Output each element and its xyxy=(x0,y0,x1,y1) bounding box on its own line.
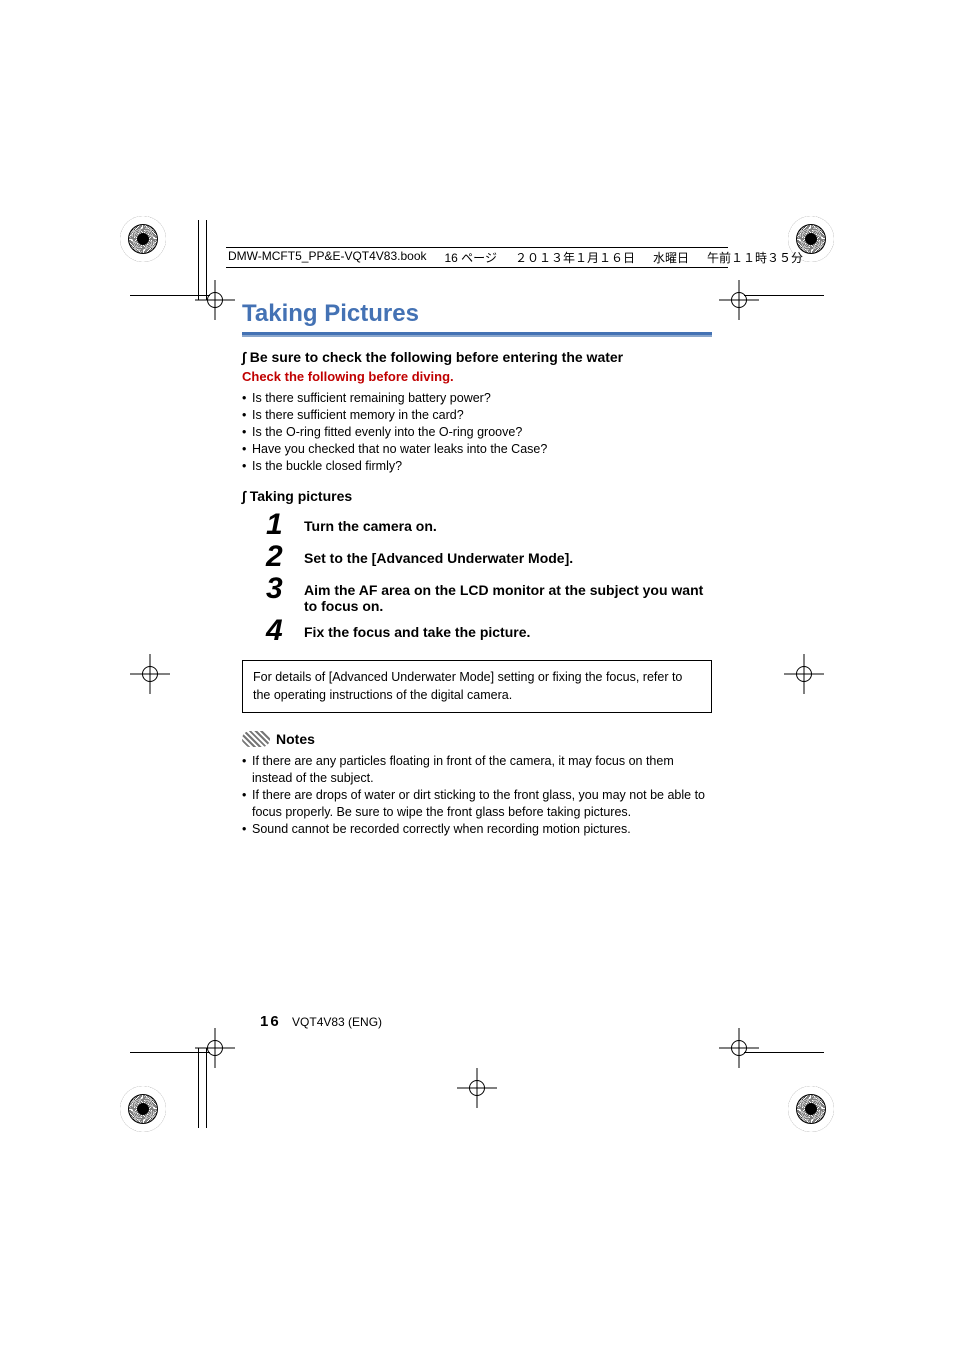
step-number: 1 xyxy=(266,510,288,540)
step-number: 3 xyxy=(266,574,288,604)
running-head-time: 午前１１時３５分 xyxy=(707,249,803,266)
step-item: 4 Fix the focus and take the picture. xyxy=(266,616,712,646)
running-head-weekday: 水曜日 xyxy=(653,249,689,266)
step-item: 3 Aim the AF area on the LCD monitor at … xyxy=(266,574,712,614)
crop-line xyxy=(206,220,207,300)
running-head-page: 16 ページ xyxy=(445,249,497,266)
step-text: Aim the AF area on the LCD monitor at th… xyxy=(304,574,712,614)
page-content: Taking Pictures ∫ Be sure to check the f… xyxy=(242,300,712,852)
reg-cross xyxy=(195,280,235,320)
reg-rosette-bl xyxy=(120,1086,166,1132)
step-text: Set to the [Advanced Underwater Mode]. xyxy=(304,542,712,566)
reg-cross-mid-bottom xyxy=(457,1068,497,1108)
checklist-item: Is the O-ring fitted evenly into the O-r… xyxy=(242,424,712,441)
crop-line xyxy=(198,220,199,300)
checklist: Is there sufficient remaining battery po… xyxy=(242,390,712,474)
reg-rosette-tl xyxy=(120,216,166,262)
doc-code: VQT4V83 (ENG) xyxy=(292,1015,382,1029)
reg-cross-mid-right xyxy=(784,654,824,694)
steps-list: 1 Turn the camera on. 2 Set to the [Adva… xyxy=(242,510,712,646)
step-number: 2 xyxy=(266,542,288,572)
crop-line xyxy=(198,1048,199,1128)
checklist-item: Have you checked that no water leaks int… xyxy=(242,441,712,458)
notes-list: If there are any particles floating in f… xyxy=(242,753,712,837)
section-heading-2: ∫ Taking pictures xyxy=(242,488,712,504)
checklist-item: Is there sufficient memory in the card? xyxy=(242,407,712,424)
note-item: If there are any particles floating in f… xyxy=(242,753,712,787)
checklist-item: Is the buckle closed firmly? xyxy=(242,458,712,475)
step-item: 2 Set to the [Advanced Underwater Mode]. xyxy=(266,542,712,572)
notes-heading: Notes xyxy=(242,731,712,747)
notes-icon xyxy=(242,731,270,747)
crop-line xyxy=(206,1048,207,1128)
step-text: Turn the camera on. xyxy=(304,510,712,534)
checklist-item: Is there sufficient remaining battery po… xyxy=(242,390,712,407)
reg-cross-mid-left xyxy=(130,654,170,694)
page-number: 16 xyxy=(260,1013,281,1030)
square-bullet-icon: ∫ xyxy=(242,349,250,365)
page-footer: 16 VQT4V83 (ENG) xyxy=(260,1013,382,1030)
reg-cross xyxy=(719,280,759,320)
crop-line xyxy=(130,1052,210,1053)
page-title: Taking Pictures xyxy=(242,300,712,335)
note-item: If there are drops of water or dirt stic… xyxy=(242,787,712,821)
notes-label: Notes xyxy=(276,731,315,747)
note-item: Sound cannot be recorded correctly when … xyxy=(242,821,712,838)
step-number: 4 xyxy=(266,616,288,646)
step-item: 1 Turn the camera on. xyxy=(266,510,712,540)
boxed-note: For details of [Advanced Underwater Mode… xyxy=(242,660,712,713)
square-bullet-icon: ∫ xyxy=(242,488,250,504)
reg-rosette-br xyxy=(788,1086,834,1132)
running-head: DMW-MCFT5_PP&E-VQT4V83.book 16 ページ ２０１３年… xyxy=(226,247,728,268)
running-head-file: DMW-MCFT5_PP&E-VQT4V83.book xyxy=(228,249,427,266)
crop-line xyxy=(744,295,824,296)
step-text: Fix the focus and take the picture. xyxy=(304,616,712,640)
crop-line xyxy=(130,295,210,296)
reg-cross xyxy=(719,1028,759,1068)
running-head-date: ２０１３年１月１６日 xyxy=(515,249,635,266)
crop-line xyxy=(744,1052,824,1053)
section-subheading-1: Check the following before diving. xyxy=(242,369,712,384)
section-heading-1: ∫ Be sure to check the following before … xyxy=(242,349,712,365)
reg-cross xyxy=(195,1028,235,1068)
